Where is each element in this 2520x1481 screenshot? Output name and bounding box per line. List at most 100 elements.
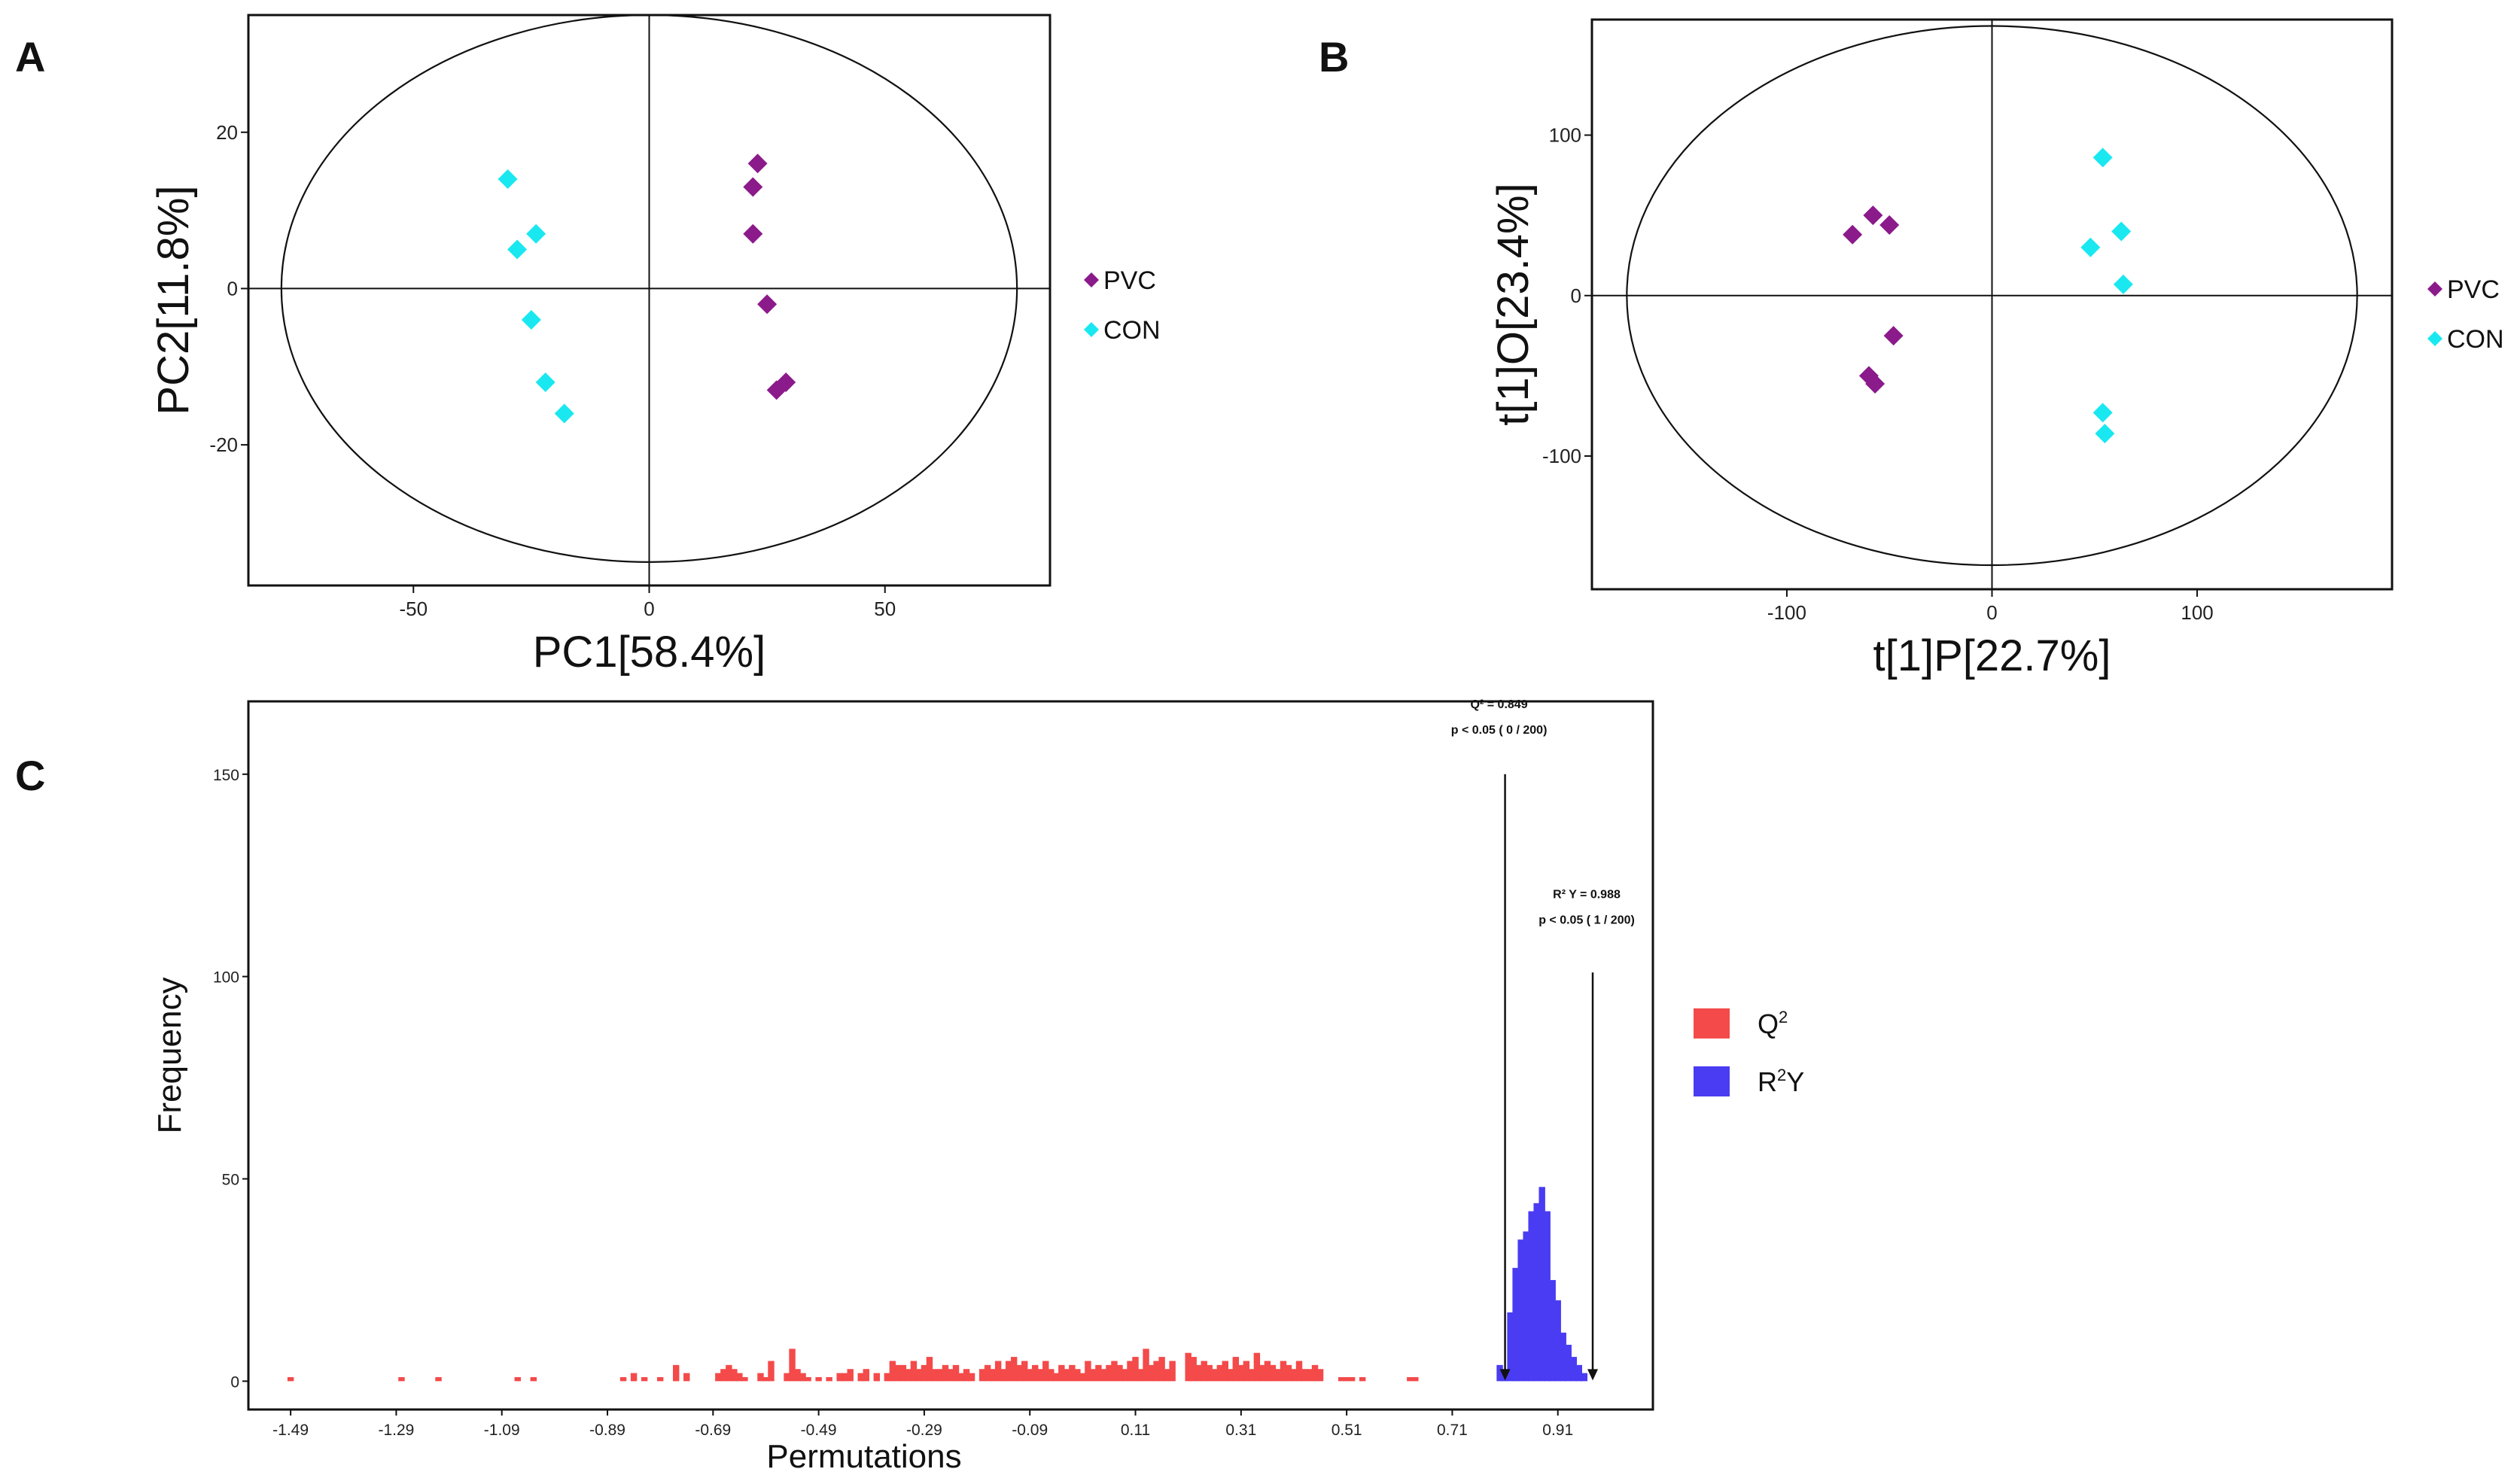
histogram-bar-q2 — [1348, 1376, 1356, 1382]
histogram-bar-q2 — [1338, 1376, 1345, 1382]
histogram-bar-q2 — [826, 1376, 832, 1382]
histogram-bar-q2 — [1064, 1369, 1070, 1382]
histogram-bar-q2 — [1169, 1361, 1176, 1382]
histogram-bar-q2 — [1206, 1364, 1213, 1382]
legend-swatch-q2 — [1694, 1008, 1730, 1039]
y-tick-label: 0 — [227, 277, 238, 300]
histogram-bar-q2 — [1190, 1357, 1197, 1382]
histogram-bar-q2 — [1343, 1376, 1350, 1382]
legend-label-q2: Q2 — [1758, 1008, 1788, 1039]
panel-c-letter: C — [15, 752, 45, 799]
x-tick-label: 0.51 — [1332, 1422, 1362, 1439]
histogram-bar-q2 — [847, 1369, 854, 1382]
histogram-bar-q2 — [1048, 1369, 1055, 1382]
point-pvc — [1883, 326, 1904, 346]
legend-label-con: CON — [1103, 316, 1161, 345]
histogram-bar-r2y — [1533, 1203, 1540, 1382]
histogram-bar-q2 — [656, 1376, 664, 1382]
histogram-bar-q2 — [921, 1364, 928, 1382]
annotation-p-value: p < 0.05 ( 0 / 200) — [1451, 724, 1548, 737]
x-tick-label: -1.09 — [484, 1422, 520, 1439]
histogram-bar-q2 — [1085, 1361, 1091, 1382]
histogram-bar-q2 — [1248, 1369, 1255, 1382]
histogram-bar-q2 — [1316, 1369, 1324, 1382]
point-pvc — [747, 154, 768, 174]
x-tick-label: 0.71 — [1437, 1422, 1468, 1439]
histogram-bar-q2 — [1037, 1369, 1044, 1382]
histogram-bar-q2 — [1015, 1364, 1023, 1382]
histogram-bar-q2 — [968, 1373, 975, 1382]
point-pvc — [743, 224, 763, 244]
histogram-bar-q2 — [984, 1364, 991, 1382]
histogram-bar-q2 — [1095, 1364, 1102, 1382]
x-axis-title: PC1[58.4%] — [533, 628, 766, 677]
confidence-ellipse — [1626, 25, 2358, 567]
histogram-bar-q2 — [1021, 1361, 1028, 1382]
y-tick-label: 0 — [1571, 284, 1581, 307]
x-tick-label: 0.31 — [1225, 1422, 1256, 1439]
histogram-bar-q2 — [619, 1376, 627, 1382]
y-axis-title: PC2[11.8%] — [149, 185, 198, 415]
y-tick-label: 50 — [222, 1172, 239, 1189]
legend-marker-pvc — [1084, 272, 1099, 287]
histogram-bar-r2y — [1570, 1357, 1577, 1382]
x-tick-label: -0.69 — [695, 1422, 731, 1439]
histogram-bar-q2 — [762, 1376, 769, 1382]
histogram-bar-q2 — [1111, 1361, 1118, 1382]
histogram-bar-q2 — [884, 1373, 891, 1382]
point-pvc — [1879, 214, 1900, 235]
histogram-bar-q2 — [1074, 1369, 1081, 1382]
annotation-statistic: Q² = 0.849 — [1471, 698, 1528, 711]
histogram-bar-q2 — [1222, 1361, 1228, 1382]
histogram-bar-q2 — [1295, 1361, 1303, 1382]
legend-marker-con — [1084, 322, 1099, 337]
histogram-bar-q2 — [1227, 1369, 1234, 1382]
y-axis-title: t[1]O[23.4%] — [1489, 183, 1538, 425]
legend-label-pvc: PVC — [2447, 275, 2500, 304]
annotation-p-value: p < 0.05 ( 1 / 200) — [1538, 914, 1635, 927]
histogram-bar-q2 — [1412, 1376, 1419, 1382]
histogram-bar-r2y — [1575, 1364, 1582, 1382]
histogram-bar-q2 — [1258, 1364, 1266, 1382]
histogram-bar-r2y — [1507, 1312, 1514, 1382]
point-pvc — [757, 294, 778, 315]
legend-label-r2y: R2Y — [1758, 1066, 1804, 1097]
histogram-bar-r2y — [1523, 1231, 1529, 1382]
histogram-bar-q2 — [1195, 1364, 1202, 1382]
legend-label-con: CON — [2447, 325, 2504, 354]
histogram-bar-q2 — [1280, 1361, 1287, 1382]
histogram-bar-q2 — [994, 1361, 1002, 1382]
histogram-bar-q2 — [963, 1369, 970, 1382]
x-axis-title: t[1]P[22.7%] — [1873, 631, 2111, 680]
histogram-bar-r2y — [1517, 1239, 1524, 1382]
histogram-bar-q2 — [905, 1369, 912, 1382]
histogram-bar-q2 — [857, 1373, 864, 1382]
histogram-bar-q2 — [1100, 1369, 1107, 1382]
histogram-bar-q2 — [1143, 1349, 1149, 1382]
point-con — [507, 239, 528, 260]
x-tick-label: -1.49 — [272, 1422, 309, 1439]
y-tick-label: 100 — [213, 969, 239, 987]
histogram-bar-q2 — [641, 1376, 648, 1382]
histogram-bar-q2 — [894, 1364, 902, 1382]
legend-label-tail: Y — [1786, 1066, 1804, 1097]
legend-swatch-r2y — [1694, 1066, 1730, 1096]
histogram-bar-q2 — [1301, 1369, 1308, 1382]
point-con — [498, 169, 518, 190]
point-con — [2092, 403, 2113, 423]
point-pvc — [1843, 224, 1863, 245]
histogram-bar-q2 — [1042, 1361, 1049, 1382]
histogram-bar-q2 — [1306, 1369, 1313, 1382]
histogram-bar-q2 — [1407, 1376, 1414, 1382]
histogram-bar-q2 — [1090, 1369, 1097, 1382]
y-tick-label: 0 — [230, 1373, 239, 1391]
histogram-bar-q2 — [947, 1369, 954, 1382]
histogram-bar-q2 — [398, 1376, 405, 1382]
histogram-bar-q2 — [720, 1369, 727, 1382]
plot-frame — [247, 700, 1654, 1411]
histogram-bar-q2 — [910, 1361, 918, 1382]
panel-b-letter: B — [1319, 33, 1349, 81]
histogram-bar-q2 — [1237, 1364, 1245, 1382]
histogram-bar-q2 — [1010, 1357, 1018, 1382]
point-con — [2113, 274, 2133, 294]
